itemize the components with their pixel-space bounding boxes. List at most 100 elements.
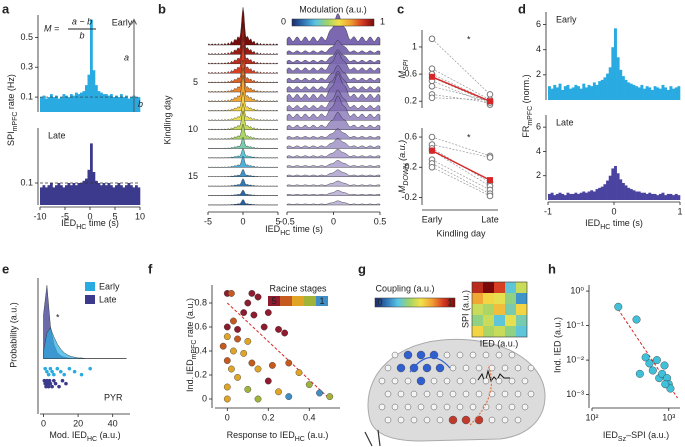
y-tick-label: 0.8 <box>194 297 207 307</box>
electrode <box>378 403 386 411</box>
bar <box>656 195 660 200</box>
electrode <box>384 416 392 424</box>
ridge <box>286 95 381 121</box>
panel-letter: c <box>397 1 404 16</box>
colorbar-tick: 0 <box>377 297 382 307</box>
ied-trace <box>477 369 510 385</box>
legend-swatch <box>268 296 280 306</box>
point <box>487 98 493 105</box>
bar <box>566 84 570 100</box>
panel-letter: f <box>148 261 153 276</box>
x-tick-label: 0 <box>611 206 616 216</box>
bar <box>553 84 557 100</box>
electrode <box>501 364 509 372</box>
electrode <box>514 416 522 424</box>
point <box>234 373 241 381</box>
bar <box>55 185 58 205</box>
dot <box>53 381 58 386</box>
bar <box>80 92 83 112</box>
matrix-cell <box>494 282 505 293</box>
legend-swatch <box>280 296 292 306</box>
point <box>223 383 231 391</box>
bar <box>590 86 594 100</box>
bar <box>47 97 51 112</box>
electrode <box>456 351 464 359</box>
bar <box>574 84 578 100</box>
bar <box>548 86 551 100</box>
ridge <box>286 190 381 196</box>
label-part: Mod. IED <box>49 430 87 440</box>
electrode <box>482 377 490 385</box>
line <box>431 85 491 102</box>
bar <box>97 183 101 205</box>
dot <box>48 366 53 371</box>
dot <box>79 372 84 377</box>
bar <box>584 87 588 100</box>
bar <box>135 97 138 112</box>
bar <box>107 183 111 205</box>
label: Late <box>48 130 66 140</box>
bar <box>67 183 71 205</box>
bar <box>67 97 71 112</box>
line <box>431 148 491 183</box>
bar <box>135 185 138 205</box>
x-tick-label: 5 <box>275 216 280 226</box>
label: Kindling day <box>436 228 486 238</box>
dot <box>45 378 49 383</box>
point <box>248 359 256 367</box>
line <box>431 150 491 181</box>
electrode <box>475 390 483 398</box>
bar <box>125 185 128 205</box>
point <box>429 147 435 154</box>
bar <box>92 70 96 112</box>
bar <box>590 190 594 200</box>
electrode <box>482 351 490 359</box>
x-tick-label: 0 <box>87 211 92 221</box>
dot <box>46 384 51 389</box>
ridge <box>286 64 381 83</box>
point <box>264 309 272 316</box>
label: Ind. IED (a.u.) <box>552 317 562 373</box>
line <box>431 150 491 187</box>
electrode <box>495 351 503 359</box>
bar <box>77 94 81 112</box>
electrode <box>474 415 484 425</box>
y-tick-label: 10⁻² <box>566 354 584 364</box>
electrode <box>391 351 399 359</box>
label-part: Ind. IED <box>185 359 195 392</box>
bar <box>553 195 557 200</box>
formula: b <box>79 30 84 40</box>
electrode <box>416 376 426 386</box>
label: IEDSz–SPI (a.u.) <box>603 430 669 443</box>
ridge <box>286 128 381 140</box>
legend-tick: 1 <box>319 296 324 306</box>
dot <box>43 366 47 371</box>
matrix-cell <box>516 304 527 315</box>
bar <box>97 91 101 112</box>
point <box>227 289 235 297</box>
bar <box>635 191 639 200</box>
trend <box>614 304 678 399</box>
label-part: time (s) <box>86 218 119 228</box>
ridge <box>286 111 381 130</box>
label-part: HC <box>76 224 86 231</box>
label-part: mPFC <box>527 106 534 126</box>
matrix-cell <box>483 282 494 293</box>
label-part: SPI <box>403 60 410 71</box>
bar <box>616 173 620 200</box>
x-tick-label: 5 <box>112 211 117 221</box>
y-tick-label: 4 <box>536 146 541 156</box>
annotation: * <box>467 34 471 44</box>
matrix-xlabel: IED (a.u.) <box>480 338 519 348</box>
label: MSPI <box>397 60 410 79</box>
label: IEDHC time (s) <box>61 218 119 231</box>
label-part: mPFC <box>12 112 19 132</box>
electrode <box>397 416 405 424</box>
label-part: Sz <box>618 436 627 443</box>
label-part: (norm.) <box>521 74 531 106</box>
dot <box>50 369 54 374</box>
point <box>223 395 231 403</box>
electrode <box>495 403 503 411</box>
line <box>431 166 491 197</box>
bar <box>65 185 68 205</box>
